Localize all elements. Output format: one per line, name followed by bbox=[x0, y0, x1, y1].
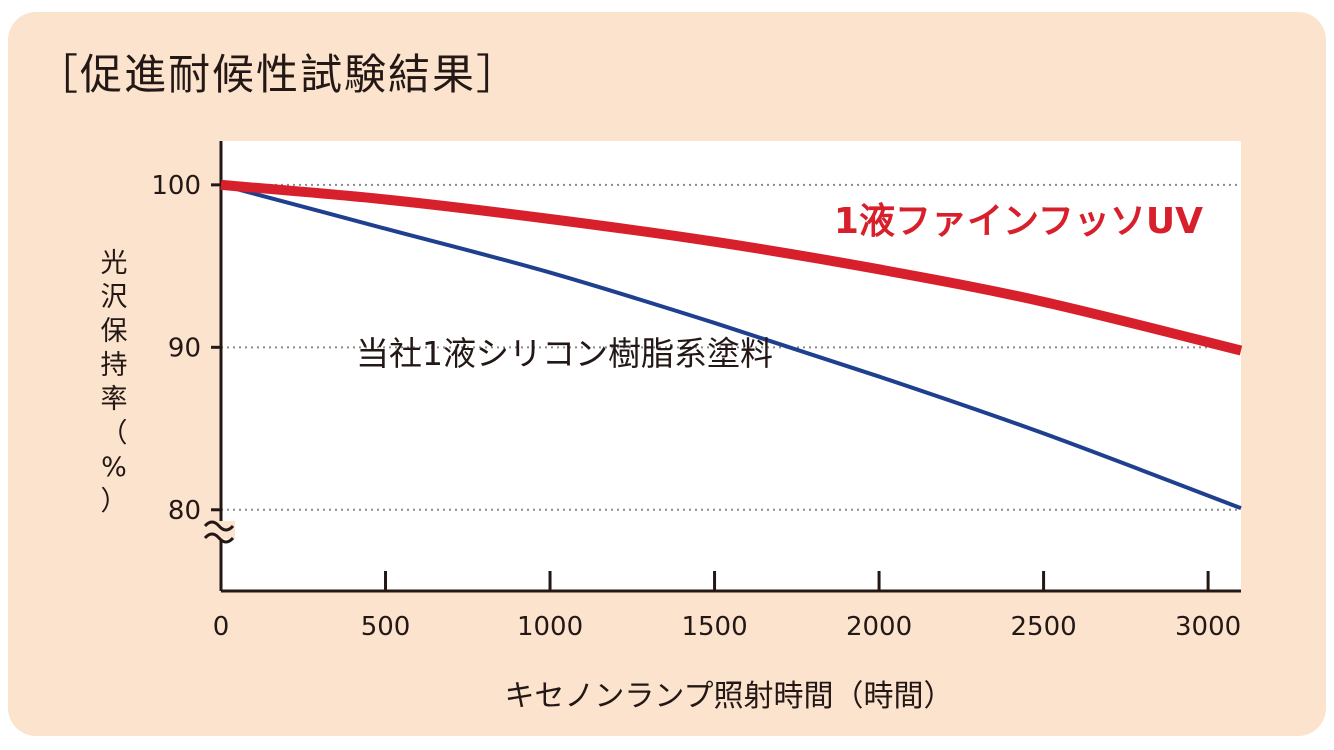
axis-break-gap bbox=[207, 521, 235, 539]
x-tick-label: 500 bbox=[361, 612, 411, 642]
axis-break-mark bbox=[203, 532, 235, 544]
chart-title: ［促進耐候性試験結果］ bbox=[36, 50, 521, 99]
axis-break-mark bbox=[203, 520, 235, 532]
series-line-fine-fusso-uv bbox=[220, 179, 1243, 356]
y-tick-label: 100 bbox=[151, 171, 201, 201]
y-axis-label-char: （ bbox=[101, 418, 128, 449]
y-axis-label-char: % bbox=[101, 452, 127, 483]
series-label-fine-fusso-uv: 1液ファインフッソUV bbox=[834, 201, 1203, 242]
x-axis-label: キセノンランプ照射時間（時間） bbox=[504, 679, 953, 714]
y-axis-label-char: 沢 bbox=[101, 282, 128, 313]
x-tick-label: 1500 bbox=[681, 612, 747, 642]
x-tick-label: 0 bbox=[213, 612, 230, 642]
y-tick-label: 90 bbox=[168, 333, 201, 363]
y-axis-label-char: 率 bbox=[101, 384, 128, 415]
x-tick-label: 2500 bbox=[1010, 612, 1076, 642]
y-axis-label-char: ） bbox=[101, 486, 128, 517]
series-line-silicon bbox=[220, 182, 1242, 511]
x-tick-label: 2000 bbox=[846, 612, 912, 642]
y-axis-label-char: 光 bbox=[101, 248, 128, 279]
y-axis-label-char: 持 bbox=[101, 350, 128, 381]
x-tick-label: 3000 bbox=[1175, 612, 1241, 642]
plot-area bbox=[221, 141, 1241, 591]
x-tick-label: 1000 bbox=[517, 612, 583, 642]
y-axis-label-char: 保 bbox=[101, 316, 128, 347]
y-tick-label: 80 bbox=[168, 496, 201, 526]
series-label-silicon: 当社1液シリコン樹脂系塗料 bbox=[356, 334, 773, 373]
